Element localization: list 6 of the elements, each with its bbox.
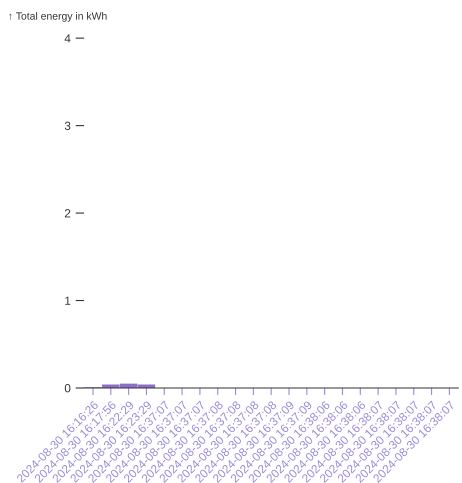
- y-axis-title: ↑ Total energy in kWh: [9, 12, 107, 22]
- y-tick-label: 4: [64, 34, 71, 42]
- y-tick-label: 2: [64, 209, 70, 218]
- y-tick-label: 3: [64, 122, 70, 130]
- y-tick-label: 0: [64, 384, 70, 392]
- y-tick-label: 1: [65, 296, 70, 305]
